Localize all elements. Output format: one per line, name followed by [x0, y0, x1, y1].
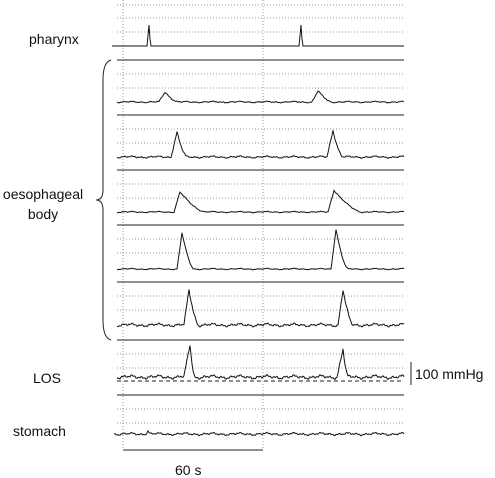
brace: [95, 59, 112, 341]
channel-label: LOS: [33, 370, 62, 386]
pressure-trace: [116, 90, 405, 104]
pressure-trace: [113, 429, 405, 437]
time-scale-label: 60 s: [175, 462, 202, 478]
pressure-trace: [112, 24, 404, 47]
pressure-scale-label: 100 mmHg: [415, 366, 484, 382]
channel-label: stomach: [13, 423, 66, 439]
pressure-trace: [117, 229, 405, 271]
channel-label: pharynx: [29, 31, 79, 47]
pressure-trace: [116, 345, 405, 381]
pressure-trace: [116, 130, 405, 159]
pressure-trace: [116, 189, 405, 214]
channel-label: oesophageal body: [2, 186, 84, 222]
pressure-trace: [116, 289, 405, 328]
